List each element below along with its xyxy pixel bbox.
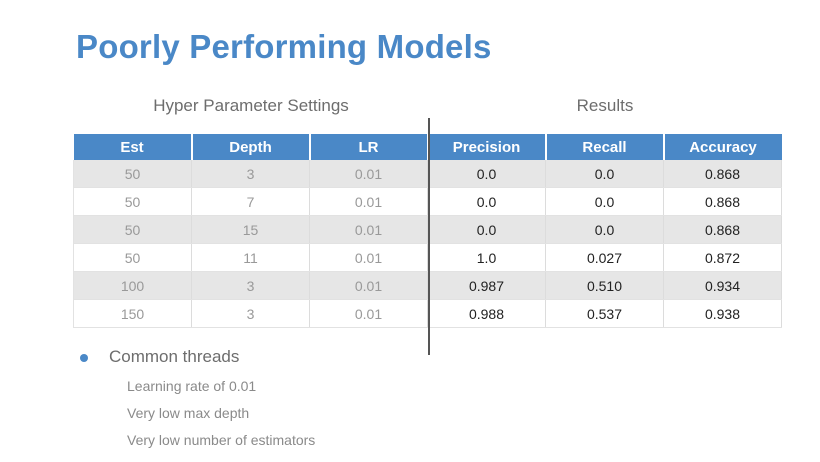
cell-precision: 0.0 — [427, 187, 546, 216]
cell-lr: 0.01 — [309, 243, 428, 272]
cell-depth: 11 — [191, 243, 310, 272]
cell-recall: 0.0 — [545, 187, 664, 216]
cell-lr: 0.01 — [309, 160, 428, 188]
table-row: 50 15 0.01 0.0 0.0 0.868 — [73, 215, 782, 244]
results-group-label: Results — [576, 96, 634, 115]
cell-lr: 0.01 — [309, 187, 428, 216]
cell-est: 150 — [73, 299, 192, 328]
cell-precision: 1.0 — [427, 243, 546, 272]
cell-precision: 0.0 — [427, 215, 546, 244]
header-accuracy: Accuracy — [663, 134, 782, 160]
notes-heading: Common threads — [109, 347, 240, 366]
header-precision: Precision — [427, 134, 547, 160]
note-item: Learning rate of 0.01 — [127, 378, 257, 394]
cell-est: 50 — [73, 160, 192, 188]
cell-depth: 3 — [191, 299, 310, 328]
table-header-row: Est Depth LR Precision Recall Accuracy — [73, 134, 782, 160]
table-row: 50 11 0.01 1.0 0.027 0.872 — [73, 243, 782, 272]
cell-est: 100 — [73, 271, 192, 300]
cell-lr: 0.01 — [309, 271, 428, 300]
cell-est: 50 — [73, 243, 192, 272]
table-row: 100 3 0.01 0.987 0.510 0.934 — [73, 271, 782, 300]
hyper-parameter-group-label: Hyper Parameter Settings — [153, 96, 349, 115]
cell-lr: 0.01 — [309, 299, 428, 328]
cell-recall: 0.0 — [545, 215, 664, 244]
cell-est: 50 — [73, 215, 192, 244]
cell-depth: 7 — [191, 187, 310, 216]
note-item: Very low max depth — [127, 405, 250, 421]
bullet-icon — [80, 354, 88, 362]
cell-lr: 0.01 — [309, 215, 428, 244]
cell-recall: 0.510 — [545, 271, 664, 300]
cell-recall: 0.537 — [545, 299, 664, 328]
results-table: Est Depth LR Precision Recall Accuracy 5… — [73, 134, 782, 328]
cell-accuracy: 0.872 — [663, 243, 782, 272]
cell-accuracy: 0.938 — [663, 299, 782, 328]
note-item: Very low number of estimators — [127, 432, 316, 448]
table-row: 50 7 0.01 0.0 0.0 0.868 — [73, 187, 782, 216]
cell-accuracy: 0.868 — [663, 187, 782, 216]
table-row: 50 3 0.01 0.0 0.0 0.868 — [73, 160, 782, 188]
section-divider — [428, 118, 430, 355]
cell-precision: 0.988 — [427, 299, 546, 328]
slide-title: Poorly Performing Models — [76, 28, 492, 65]
cell-precision: 0.987 — [427, 271, 546, 300]
cell-depth: 3 — [191, 271, 310, 300]
cell-depth: 15 — [191, 215, 310, 244]
header-lr: LR — [309, 134, 429, 160]
table-row: 150 3 0.01 0.988 0.537 0.938 — [73, 299, 782, 328]
cell-recall: 0.027 — [545, 243, 664, 272]
cell-accuracy: 0.868 — [663, 160, 782, 188]
header-depth: Depth — [191, 134, 311, 160]
cell-depth: 3 — [191, 160, 310, 188]
cell-precision: 0.0 — [427, 160, 546, 188]
header-recall: Recall — [545, 134, 665, 160]
cell-recall: 0.0 — [545, 160, 664, 188]
header-est: Est — [73, 134, 193, 160]
cell-accuracy: 0.868 — [663, 215, 782, 244]
cell-accuracy: 0.934 — [663, 271, 782, 300]
cell-est: 50 — [73, 187, 192, 216]
